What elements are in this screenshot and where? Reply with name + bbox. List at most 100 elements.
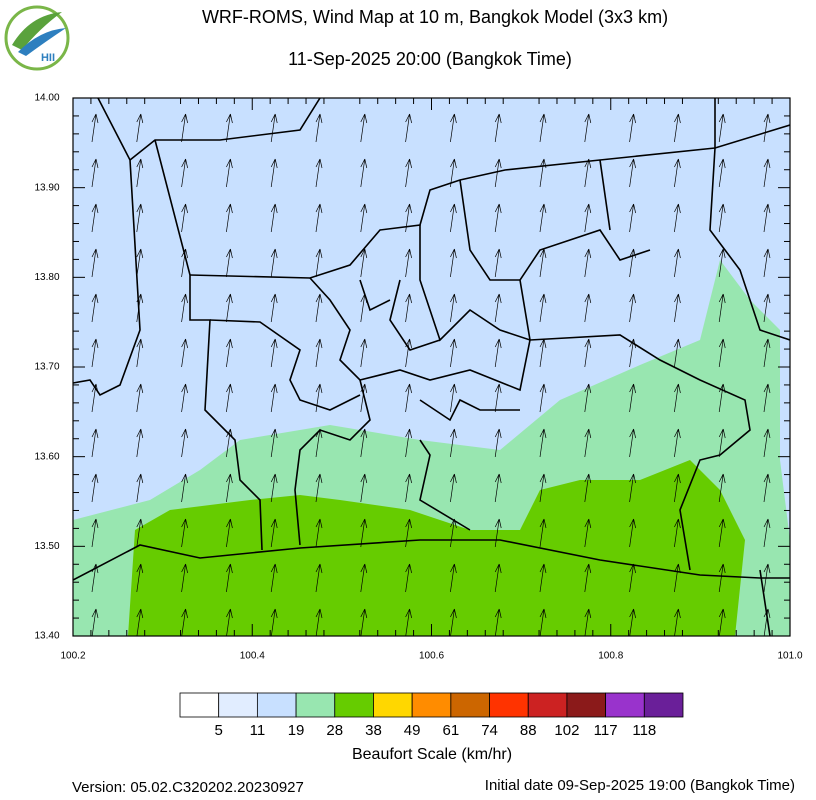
boundary [129, 98, 321, 161]
wind-arrow [629, 383, 636, 413]
wind-arrow [91, 383, 99, 413]
wind-arrow [674, 113, 681, 143]
wind-arrow [360, 203, 368, 233]
wind-arrow [315, 248, 323, 278]
wind-arrow [629, 248, 636, 278]
wind-arrow [450, 338, 457, 368]
wind-arrow [360, 473, 368, 503]
wind-arrow [629, 518, 636, 548]
wind-arrow [405, 518, 412, 548]
colorbar-label: 118 [632, 722, 656, 739]
wind-arrow [226, 473, 233, 503]
wind-arrow [584, 473, 592, 503]
wind-arrow [360, 563, 368, 593]
y-tick-label: 13.70 [34, 362, 59, 373]
wind-arrow [91, 518, 99, 548]
wind-arrow [360, 518, 368, 548]
wind-arrow [718, 158, 726, 188]
wind-arrow [136, 203, 144, 233]
wind-arrow [360, 248, 368, 278]
wind-arrow [539, 383, 547, 413]
colorbar-label: 49 [404, 722, 421, 739]
wind-arrow [270, 608, 278, 636]
wind-arrow [315, 608, 323, 636]
wind-arrow [494, 203, 502, 233]
color-box [527, 692, 568, 718]
wind-arrow [584, 338, 592, 368]
wind-arrow [539, 158, 547, 188]
wind-arrow [315, 383, 323, 413]
wind-arrow [226, 428, 233, 458]
color-box [450, 692, 490, 718]
wind-arrow [315, 158, 323, 188]
wind-arrow [763, 428, 771, 458]
wind-arrow [315, 113, 323, 143]
wind-arrow [405, 383, 412, 413]
wind-arrow [629, 473, 636, 503]
colorbar-label: 28 [326, 722, 343, 739]
color-box [256, 692, 297, 718]
wind-arrow [450, 158, 457, 188]
x-tick-label: 101.0 [777, 651, 802, 662]
wind-arrow [494, 473, 502, 503]
wind-arrow [405, 473, 412, 503]
wind-arrow [270, 293, 278, 323]
wind-arrow [674, 203, 681, 233]
title: WRF-ROMS, Wind Map at 10 m, Bangkok Mode… [202, 7, 668, 27]
wind-arrow [494, 293, 502, 323]
wind-arrow [91, 428, 99, 458]
wind-arrow [763, 338, 771, 368]
colorbar-label: 11 [250, 722, 266, 739]
wind-arrow [360, 608, 368, 636]
wind-arrow [315, 338, 323, 368]
wind-arrow [181, 203, 188, 233]
wind-arrow [226, 383, 233, 413]
wind-arrow [450, 248, 457, 278]
wind-arrow [270, 203, 278, 233]
wind-arrow [270, 383, 278, 413]
wind-arrow [539, 473, 547, 503]
wind-arrow [136, 248, 144, 278]
version: Version: 05.02.C320202.20230927 [72, 779, 304, 796]
wind-arrow [136, 473, 144, 503]
wind-arrow [539, 248, 547, 278]
wind-arrow [315, 563, 323, 593]
wind-arrow [226, 248, 233, 278]
wind-arrow [91, 608, 99, 636]
wind-arrow [91, 158, 99, 188]
boundaries [73, 98, 790, 636]
colorbar-label: 5 [215, 722, 223, 739]
wind-arrow [584, 158, 592, 188]
colorbar-label: 117 [594, 722, 618, 739]
wind-arrow [136, 293, 144, 323]
wind-arrow [718, 563, 726, 593]
wind-arrow [539, 518, 547, 548]
coastline [73, 539, 790, 581]
wind-arrow [136, 563, 144, 593]
wind-arrow [181, 293, 188, 323]
wind-arrow [226, 203, 233, 233]
wind-arrow [629, 428, 636, 458]
wind-arrow [91, 338, 99, 368]
wind-arrow [539, 563, 547, 593]
wind-arrow [674, 563, 681, 593]
wind-arrow [584, 203, 592, 233]
boundary [189, 124, 790, 279]
wind-arrow [270, 158, 278, 188]
boundary [359, 159, 611, 351]
color-box [605, 692, 645, 718]
colorbar: 5 11 19 28 38 49 61 74 88 102 117 118 [179, 692, 684, 739]
wind-arrow [763, 113, 771, 143]
wind-arrow [763, 563, 771, 593]
color-box [566, 692, 607, 718]
boundary [209, 319, 361, 411]
boundary [309, 229, 651, 392]
logo-wave [18, 28, 66, 56]
wind-arrow [584, 383, 592, 413]
wind-arrow [270, 473, 278, 503]
color-box [489, 692, 529, 718]
wind-arrow [360, 158, 368, 188]
wind-arrow [629, 203, 636, 233]
wind-arrow [181, 473, 188, 503]
